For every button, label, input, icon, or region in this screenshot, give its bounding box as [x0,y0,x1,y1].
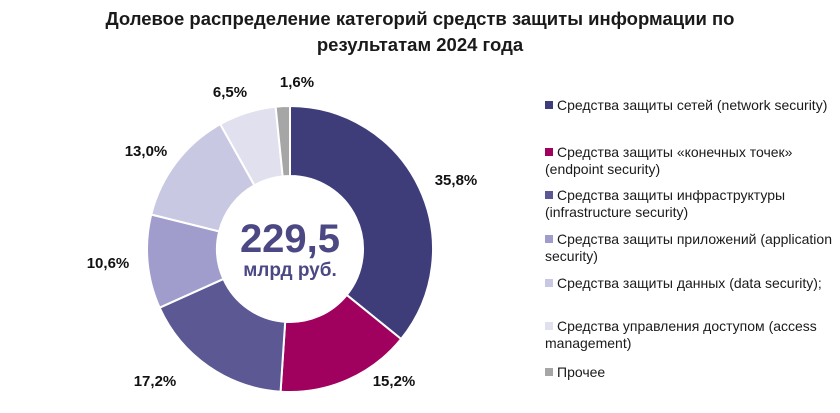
legend-label-2: Средства защиты «конечных точек» (endpoi… [545,144,793,177]
slice-7 [274,104,291,178]
data-label-3: 17,2% [134,373,177,390]
legend-item-1: Средства защиты сетей (network security) [545,97,835,114]
legend-label-4: Средства защиты приложений (application … [545,231,832,264]
data-label-2: 15,2% [373,373,416,390]
legend-marker-3 [545,191,553,199]
legend-marker-1 [545,101,553,109]
legend-marker-2 [545,148,553,156]
center-total-value: 229,5 [240,217,340,261]
data-label-7: 1,6% [280,74,314,91]
center-total-unit: млрд руб. [243,260,337,281]
data-label-4: 10,6% [87,255,130,272]
legend-item-7: Прочее [545,364,835,381]
legend-marker-7 [545,368,553,376]
data-label-1: 35,8% [435,172,478,189]
legend-marker-4 [545,235,553,243]
legend-label-5: Средства защиты данных (data security); [557,275,822,291]
slice-1 [289,104,434,341]
legend-label-3: Средства защиты инфраструктуры (infrastr… [545,187,786,220]
slice-group [146,104,434,393]
legend-item-3: Средства защиты инфраструктуры (infrastr… [545,187,835,221]
legend-item-6: Средства управления доступом (access man… [545,318,835,352]
legend-label-6: Средства управления доступом (access man… [545,318,817,351]
legend-item-4: Средства защиты приложений (application … [545,231,835,265]
data-label-6: 6,5% [213,84,247,101]
legend-marker-6 [545,322,553,330]
legend-item-2: Средства защиты «конечных точек» (endpoi… [545,144,835,178]
chart-title: Долевое распределение категорий средств … [105,8,735,55]
legend-label-1: Средства защиты сетей (network security) [557,97,828,113]
data-label-group: 35,8% 15,2% 17,2% 10,6% 13,0% 6,5% 1,6% [87,74,478,390]
legend-label-7: Прочее [557,364,606,380]
data-label-5: 13,0% [125,143,168,160]
legend-item-5: Средства защиты данных (data security); [545,275,835,292]
legend-marker-5 [545,279,553,287]
